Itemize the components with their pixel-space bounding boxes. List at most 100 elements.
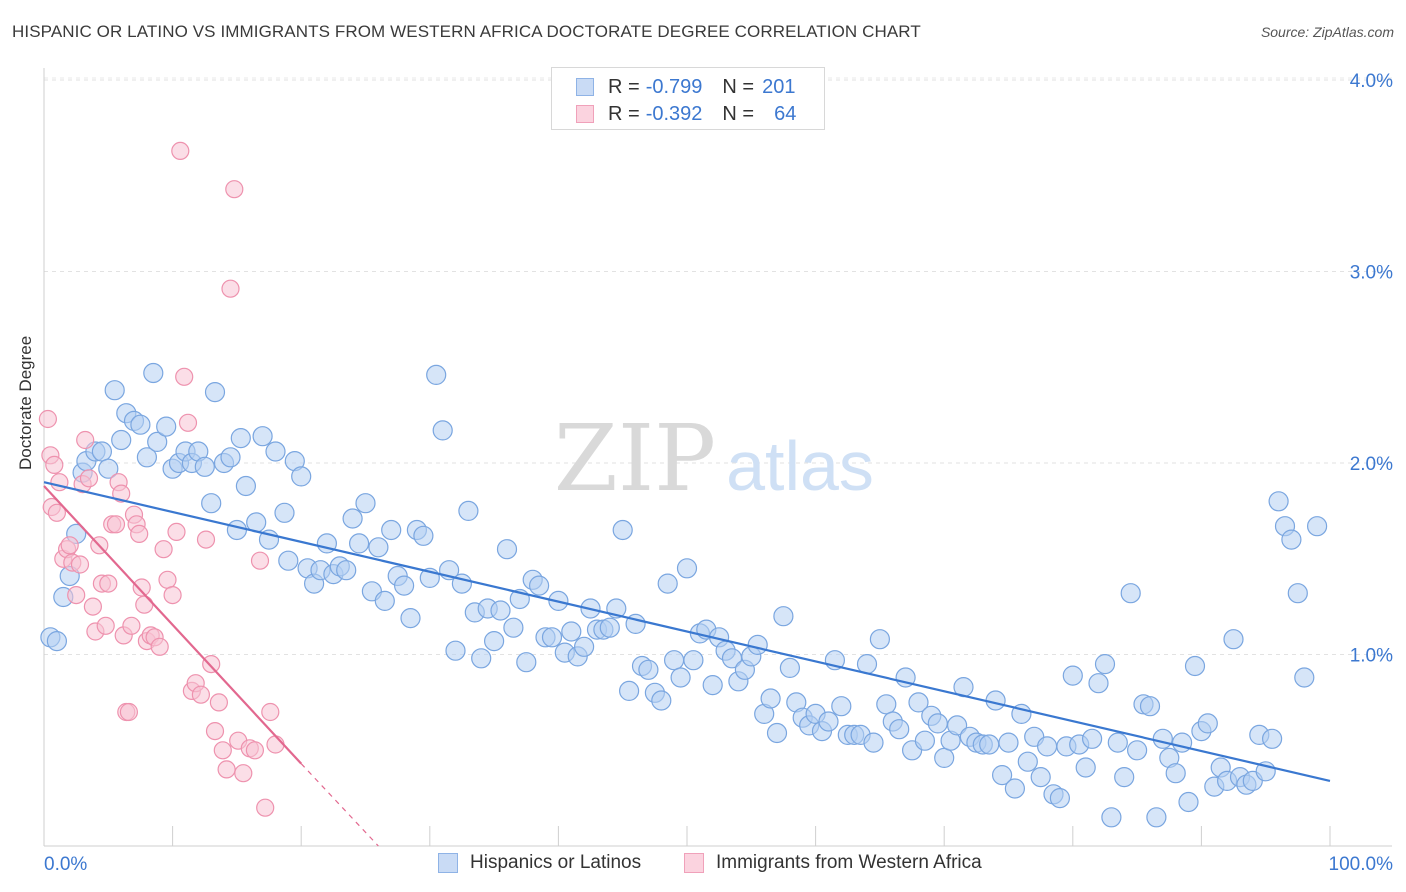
- data-point: [471, 648, 492, 669]
- data-point: [374, 590, 395, 612]
- data-point: [1281, 529, 1302, 550]
- data-point: [204, 382, 226, 403]
- data-point: [171, 141, 190, 160]
- data-point: [1171, 732, 1193, 753]
- data-point: [1075, 757, 1096, 778]
- data-point: [235, 475, 256, 497]
- data-point: [573, 636, 595, 657]
- data-point: [196, 530, 216, 549]
- data-point: [167, 522, 186, 542]
- legend-item-immigrants: Immigrants from Western Africa: [684, 852, 982, 874]
- data-point: [1223, 629, 1244, 650]
- data-point: [599, 617, 620, 638]
- series-immigrants-points: [38, 141, 285, 817]
- data-point: [876, 694, 897, 715]
- data-point: [76, 430, 95, 450]
- data-point: [1139, 696, 1161, 717]
- data-point: [226, 519, 247, 541]
- data-point: [1268, 491, 1289, 512]
- y-tick-label: 4.0%: [1350, 71, 1393, 92]
- data-point: [202, 654, 221, 674]
- data-point: [426, 364, 447, 385]
- data-point: [1114, 766, 1135, 788]
- data-point: [150, 637, 169, 656]
- data-point: [831, 696, 852, 717]
- axes: [43, 68, 1392, 847]
- legend-n-value: 64: [774, 102, 797, 125]
- data-point: [1088, 673, 1109, 694]
- data-point: [178, 413, 198, 432]
- data-point: [349, 533, 370, 554]
- data-point: [458, 500, 479, 521]
- data-point: [143, 362, 164, 384]
- data-point: [119, 702, 138, 722]
- data-point: [1094, 653, 1116, 675]
- data-point: [413, 525, 434, 546]
- data-point: [98, 458, 119, 479]
- data-point: [683, 650, 704, 671]
- y-tick-label: 2.0%: [1350, 454, 1393, 475]
- data-point: [175, 367, 194, 386]
- data-point: [1030, 766, 1051, 788]
- data-point: [336, 560, 357, 581]
- data-point: [221, 279, 240, 298]
- data-point: [528, 575, 550, 596]
- legend-swatch-immigrants: [576, 105, 594, 123]
- trend-line-hispanics: [43, 481, 1331, 782]
- data-point: [1287, 583, 1308, 604]
- data-point: [1101, 807, 1122, 828]
- data-point: [484, 630, 505, 652]
- data-point: [394, 575, 415, 596]
- series-hispanics-points: [40, 362, 1328, 828]
- data-point: [154, 540, 173, 559]
- data-point: [766, 722, 788, 744]
- data-point: [135, 595, 154, 614]
- data-point: [541, 627, 563, 648]
- data-point: [516, 652, 537, 673]
- data-point: [83, 597, 103, 616]
- data-point: [927, 713, 948, 734]
- data-point: [914, 730, 936, 751]
- legend-label-immigrants: Immigrants from Western Africa: [716, 852, 982, 873]
- data-point: [1049, 787, 1071, 809]
- gridlines: [44, 77, 1392, 655]
- data-point: [158, 570, 177, 589]
- data-point: [979, 734, 1000, 755]
- data-point: [503, 617, 524, 638]
- legend-swatch-hispanics: [438, 853, 458, 873]
- data-point: [266, 735, 285, 754]
- data-point: [368, 537, 389, 558]
- data-point: [747, 634, 768, 656]
- data-point: [205, 721, 225, 741]
- x-tick-label-max: 100.0%: [1329, 854, 1394, 875]
- data-point: [618, 680, 640, 702]
- data-point: [261, 702, 280, 722]
- data-point: [1146, 807, 1167, 828]
- data-point: [45, 455, 64, 474]
- data-point: [779, 657, 801, 679]
- legend-swatch-immigrants: [684, 853, 704, 873]
- data-point: [1306, 516, 1328, 537]
- data-point: [46, 630, 68, 652]
- data-point: [225, 180, 244, 199]
- legend-r-value: -0.392: [645, 102, 703, 125]
- legend-r-label: R =: [608, 75, 640, 98]
- data-point: [1165, 763, 1186, 784]
- legend-label-hispanics: Hispanics or Latinos: [470, 852, 642, 873]
- data-point: [1017, 751, 1038, 772]
- data-point: [342, 508, 363, 529]
- data-point: [490, 600, 511, 621]
- legend-n-label: N =: [722, 102, 755, 125]
- data-point: [191, 685, 210, 704]
- data-point: [985, 690, 1006, 711]
- data-point: [112, 484, 131, 503]
- data-point: [217, 760, 236, 779]
- data-point: [60, 536, 79, 555]
- data-point: [278, 550, 299, 571]
- data-point: [96, 616, 115, 635]
- data-point: [381, 519, 402, 541]
- data-point: [496, 539, 518, 560]
- data-point: [1036, 736, 1058, 757]
- data-point: [702, 674, 723, 696]
